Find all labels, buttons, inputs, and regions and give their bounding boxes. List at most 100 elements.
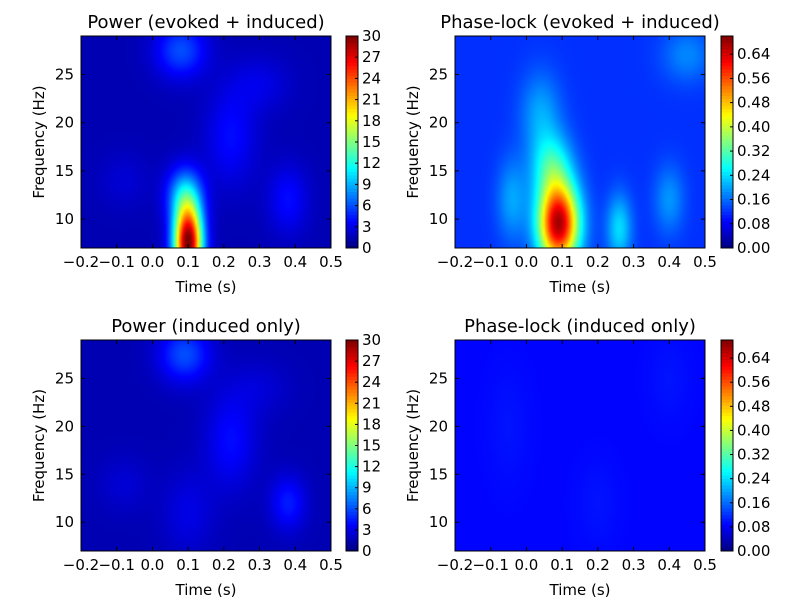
- x-tick-label: 0.5: [319, 556, 343, 574]
- colorbar-segment: [346, 125, 358, 130]
- colorbar-segment: [346, 362, 358, 367]
- x-tick-label: −0.2: [63, 556, 99, 574]
- x-tick-label: 0.2: [586, 556, 610, 574]
- colorbar-tick-label: 0.48: [737, 94, 770, 112]
- colorbar-segment: [721, 98, 733, 103]
- colorbar-tick-label: 0.56: [737, 373, 770, 391]
- colorbar-segment: [346, 174, 358, 179]
- colorbar-segment: [346, 181, 358, 186]
- colorbar-segment: [721, 346, 733, 351]
- x-tick-label: 0.3: [622, 253, 646, 271]
- colorbar-segment: [346, 101, 358, 106]
- colorbar-segment: [346, 141, 358, 146]
- colorbar-segment: [721, 389, 733, 394]
- colorbar-segment: [346, 405, 358, 410]
- colorbar-segment: [346, 85, 358, 90]
- colorbar-segment: [721, 408, 733, 413]
- y-tick-label: 25: [55, 369, 74, 387]
- colorbar-segment: [346, 544, 358, 549]
- colorbar-segment: [721, 514, 733, 519]
- colorbar-segment: [346, 511, 358, 516]
- panel-4: Phase-lock (induced only) −0.2 −0.1 0.0 0.1 0…: [404, 316, 770, 599]
- colorbar-segment: [346, 184, 358, 189]
- colorbar-segment: [721, 194, 733, 199]
- colorbar-segment: [346, 224, 358, 229]
- colorbar-tick-label: 0.16: [737, 494, 770, 512]
- colorbar-segment: [346, 198, 358, 202]
- colorbar-segment: [721, 198, 733, 202]
- colorbar-segment: [721, 537, 733, 542]
- colorbar-segment: [346, 346, 358, 351]
- x-tick-label: 0.2: [586, 253, 610, 271]
- colorbar-segment: [346, 72, 358, 77]
- colorbar-segment: [346, 438, 358, 443]
- colorbar-segment: [721, 244, 733, 249]
- colorbar-segment: [721, 115, 733, 120]
- colorbar-segment: [346, 52, 358, 57]
- x-axis-label: Time (s): [175, 581, 237, 599]
- colorbar-segment: [721, 68, 733, 73]
- colorbar-segment: [721, 227, 733, 232]
- colorbar: 0.00 0.08 0.16 0.24 0.32 0.40 0.48 0.56 0.64: [720, 339, 770, 560]
- colorbar-segment: [346, 415, 358, 420]
- colorbar-segment: [721, 507, 733, 512]
- colorbar-segment: [721, 356, 733, 361]
- colorbar-segment: [721, 207, 733, 212]
- colorbar-segment: [346, 161, 358, 166]
- colorbar-segment: [346, 168, 358, 173]
- colorbar-segment: [721, 201, 733, 206]
- colorbar-segment: [721, 135, 733, 139]
- colorbar-tick-label: 24: [362, 69, 381, 87]
- colorbar-segment: [721, 530, 733, 535]
- colorbar-segment: [721, 369, 733, 374]
- colorbar-segment: [346, 412, 358, 417]
- colorbar-segment: [346, 151, 358, 156]
- colorbar-segment: [346, 521, 358, 525]
- colorbar-segment: [346, 171, 358, 176]
- y-tick-label: 25: [429, 66, 448, 84]
- x-tick-label: 0.5: [693, 253, 717, 271]
- colorbar-segment: [721, 392, 733, 397]
- colorbar-segment: [346, 118, 358, 123]
- colorbar-tick-label: 0.64: [737, 349, 770, 367]
- colorbar-segment: [346, 379, 358, 384]
- colorbar-segment: [346, 461, 358, 466]
- colorbar-segment: [346, 471, 358, 476]
- colorbar-segment: [346, 138, 358, 143]
- colorbar-segment: [721, 501, 733, 506]
- colorbar-segment: [721, 191, 733, 196]
- colorbar-segment: [721, 540, 733, 545]
- colorbar-segment: [721, 204, 733, 209]
- x-tick-label: −0.1: [98, 556, 134, 574]
- x-tick-label: −0.2: [63, 253, 99, 271]
- y-tick-label: 10: [55, 210, 74, 228]
- colorbar-tick-label: 30: [362, 27, 381, 45]
- colorbar-tick-label: 3: [362, 218, 372, 236]
- heatmap-image: [81, 340, 331, 551]
- colorbar-segment: [721, 527, 733, 532]
- x-tick-label: −0.1: [98, 253, 134, 271]
- colorbar-segment: [346, 214, 358, 219]
- x-tick-label: 0.3: [248, 556, 272, 574]
- colorbar-segment: [721, 402, 733, 407]
- y-tick-label: 20: [429, 417, 448, 435]
- y-axis-label: Frequency (Hz): [30, 85, 48, 198]
- colorbar-tick-label: 21: [362, 394, 381, 412]
- colorbar-segment: [721, 484, 733, 489]
- colorbar: 0.00 0.08 0.16 0.24 0.32 0.40 0.48 0.56 0.64: [720, 35, 770, 257]
- colorbar-segment: [346, 464, 358, 469]
- colorbar-tick-label: 3: [362, 521, 372, 539]
- colorbar-segment: [346, 194, 358, 199]
- colorbar-segment: [721, 128, 733, 133]
- colorbar-segment: [346, 65, 358, 70]
- colorbar-tick-label: 18: [362, 112, 381, 130]
- panel-2: Phase-lock (evoked + induced) −0.2 −0.1 0.0…: [404, 12, 770, 296]
- axes-frame: [454, 35, 706, 249]
- colorbar-tick-label: 0.08: [737, 215, 770, 233]
- y-tick-label: 15: [55, 162, 74, 180]
- colorbar-segment: [721, 141, 733, 146]
- colorbar-tick-label: 0.00: [737, 239, 770, 257]
- colorbar-segment: [721, 138, 733, 143]
- colorbar-tick-label: 0.56: [737, 69, 770, 87]
- colorbar-segment: [346, 35, 358, 40]
